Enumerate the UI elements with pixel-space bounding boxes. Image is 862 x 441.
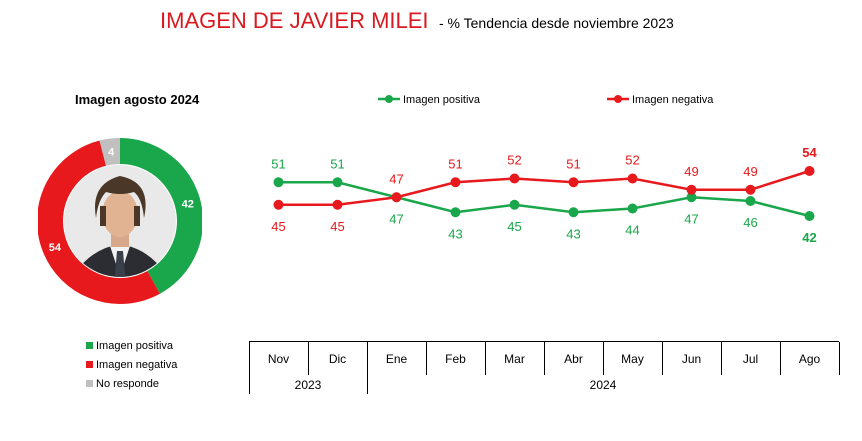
legend-label: No responde (96, 377, 159, 390)
axis-divider (780, 342, 781, 375)
donut-chart: 42 54 4 (38, 138, 202, 304)
series-line-positiva (278, 181, 810, 218)
data-point (804, 211, 815, 221)
year-divider (249, 375, 250, 394)
axis-divider (721, 342, 722, 375)
data-label: 45 (507, 219, 521, 234)
data-label: 45 (330, 219, 344, 234)
data-point (627, 173, 638, 184)
chart-title: IMAGEN DE JAVIER MILEI - % Tendencia des… (160, 8, 674, 34)
line-legend-label: Imagen positiva (403, 94, 481, 106)
data-label: 49 (684, 164, 698, 179)
donut-legend-item: Imagen negativa (86, 355, 177, 374)
line-legend-label: Imagen negativa (632, 94, 714, 106)
line-chart: Imagen positiva Imagen negativa 51 51 47 43 45… (271, 94, 817, 245)
x-tick-label: Feb (445, 351, 466, 366)
year-label: 2023 (294, 377, 322, 392)
axis-divider (426, 342, 427, 375)
x-tick-label: Abr (564, 351, 583, 366)
donut-value-label: 54 (49, 242, 62, 254)
donut-legend-item: Imagen positiva (86, 336, 177, 355)
x-tick-label: Ene (385, 351, 408, 366)
milei-photo (64, 165, 176, 277)
data-label: 51 (330, 156, 344, 171)
donut-legend: Imagen positiva Imagen negativa No respond… (86, 336, 177, 393)
data-label: 45 (271, 219, 285, 234)
data-label: 49 (743, 164, 757, 179)
legend-swatch (86, 380, 93, 387)
data-label: 44 (625, 223, 639, 238)
donut-title: Imagen agosto 2024 (75, 92, 200, 107)
data-label: 46 (743, 215, 757, 230)
axis-divider (603, 342, 604, 375)
donut-slice-imagen-negativa (38, 138, 202, 304)
x-tick-label: Nov (267, 351, 290, 366)
data-label: 42 (802, 230, 816, 245)
axis-divider (662, 342, 663, 375)
axis-divider (249, 342, 250, 375)
x-axis-table: Nov Dic Ene Feb Mar Abr May Jun Jul Ago 2023 2024 (249, 341, 840, 394)
line-legend-item: Imagen positiva (378, 94, 481, 106)
data-label: 52 (507, 153, 521, 168)
title-subtitle: - % Tendencia desde noviembre 2023 (439, 15, 674, 31)
year-divider (367, 375, 368, 394)
x-axis-months: Nov Dic Ene Feb Mar Abr May Jun Jul Ago (249, 342, 840, 375)
data-point (745, 196, 756, 206)
donut-legend-item: No responde (86, 374, 177, 393)
donut-slice-no-responde (38, 138, 202, 304)
data-label: 54 (802, 145, 817, 160)
data-label: 47 (389, 211, 403, 226)
data-point (450, 207, 461, 218)
data-point (509, 199, 520, 210)
data-label: 43 (448, 226, 462, 241)
axis-divider (839, 342, 840, 375)
donut-value-label: 42 (182, 199, 194, 211)
series-line-negativa (278, 169, 810, 206)
line-legend-item: Imagen negativa (607, 94, 714, 106)
x-tick-label: Jul (742, 351, 759, 366)
title-main: IMAGEN DE JAVIER MILEI (160, 8, 429, 33)
x-tick-label: Ago (798, 351, 821, 366)
data-point (627, 203, 638, 214)
data-point (568, 177, 579, 188)
axis-divider (367, 342, 368, 375)
axis-divider (308, 342, 309, 375)
data-point (686, 184, 697, 195)
data-point (332, 199, 343, 210)
legend-label: Imagen positiva (96, 339, 174, 352)
legend-swatch (86, 342, 93, 349)
data-label: 51 (271, 156, 285, 171)
data-point (568, 207, 579, 218)
axis-divider (544, 342, 545, 375)
data-label: 47 (684, 211, 698, 226)
x-tick-label: Dic (328, 351, 347, 366)
x-axis-years: 2023 2024 (249, 375, 839, 394)
x-tick-label: Mar (504, 351, 525, 366)
data-point (391, 192, 402, 203)
data-point (273, 199, 284, 210)
legend-label: Imagen negativa (96, 358, 178, 371)
data-point (509, 173, 520, 184)
data-point (273, 177, 284, 188)
x-tick-label: May (621, 351, 644, 366)
data-point (804, 166, 815, 176)
data-point (450, 177, 461, 188)
data-label: 47 (389, 171, 403, 186)
year-label: 2024 (589, 377, 617, 392)
data-label: 51 (448, 156, 462, 171)
data-point (332, 177, 343, 188)
data-point (686, 192, 697, 203)
legend-swatch (86, 361, 93, 368)
data-point (745, 184, 756, 195)
axis-divider (485, 342, 486, 375)
data-label: 43 (566, 226, 580, 241)
donut-value-label: 4 (108, 147, 115, 159)
data-label: 52 (625, 153, 639, 168)
data-label: 51 (566, 156, 580, 171)
x-tick-label: Jun (681, 351, 702, 366)
